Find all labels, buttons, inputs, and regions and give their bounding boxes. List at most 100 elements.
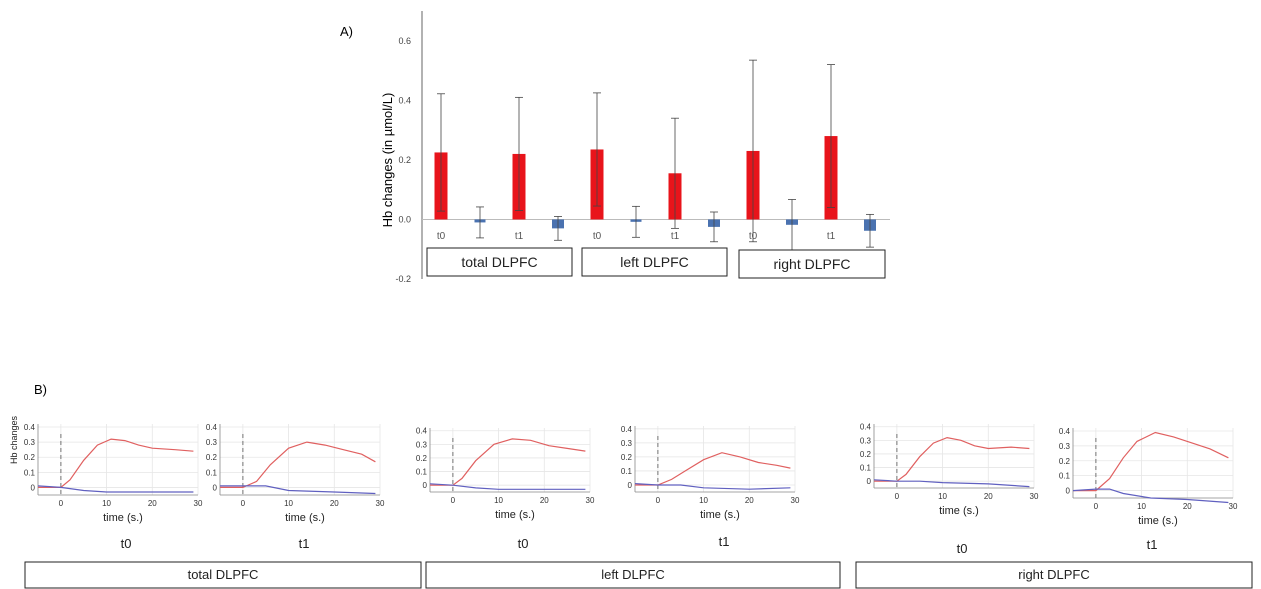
x-tick-label: 0 <box>656 496 661 505</box>
panel-b-y-axis-label: Hb changes <box>9 415 19 464</box>
x-tick-label: 20 <box>330 499 339 508</box>
x-tick-label: 0 <box>451 496 456 505</box>
y-tick-label: 0.4 <box>621 425 633 434</box>
panel-b-region-boxes: total DLPFC left DLPFC right DLPFC <box>24 561 1253 589</box>
x-tick-label: 0 <box>895 492 900 501</box>
y-tick-label: 0.2 <box>24 453 36 462</box>
condition-label: t1 <box>1147 537 1158 552</box>
y-tick-label: 0.4 <box>1059 427 1071 436</box>
y-tick-label: 0 <box>31 483 36 492</box>
panel-b-line-plots: 0.4 0.3 0.2 0.1 0 0 10 20 30 time (s.) t0 0.4 0.3 0.2… <box>9 415 1238 556</box>
hbo-line <box>430 438 586 486</box>
line-plot-total-dlpfc-t1: 0.4 0.3 0.2 0.1 0 0 10 20 30 time (s.) t1 <box>206 423 385 551</box>
x-tick-label: 10 <box>494 496 503 505</box>
region-box <box>425 561 841 589</box>
x-tick-label: 0 <box>241 499 246 508</box>
x-tick-label: 0 <box>1094 502 1099 511</box>
y-tick-label: 0.1 <box>206 468 218 477</box>
hbo-line <box>1073 431 1229 492</box>
x-tick-label: 20 <box>745 496 754 505</box>
bar-category-label: t0 <box>749 231 758 242</box>
y-tick-label: 0.1 <box>621 467 633 476</box>
bar-category-label: t1 <box>827 231 836 242</box>
x-axis-label: time (s.) <box>285 512 325 524</box>
hbo-line <box>635 452 791 486</box>
bar-category-label: t1 <box>515 231 524 242</box>
panel-a-axes: 0.6 0.4 0.2 0.0 -0.2 <box>395 11 890 284</box>
x-tick-label: 30 <box>586 496 595 505</box>
region-box-label: total DLPFC <box>188 567 259 582</box>
bar-category-label: t0 <box>593 231 602 242</box>
hbo-line <box>220 441 376 488</box>
panel-a-y-axis-label: Hb changes (in µmol/L) <box>380 93 395 228</box>
y-tick-label: 0.1 <box>24 468 36 477</box>
y-tick-label: 0.3 <box>860 436 872 445</box>
panel-a-y-tick-label: 0.4 <box>398 95 411 105</box>
region-box <box>855 561 1253 589</box>
y-tick-label: 0 <box>1066 487 1071 496</box>
x-tick-label: 10 <box>938 492 947 501</box>
y-tick-label: 0.2 <box>206 453 218 462</box>
y-tick-label: 0 <box>867 477 872 486</box>
condition-label: t0 <box>957 541 968 556</box>
x-tick-label: 20 <box>148 499 157 508</box>
group-box-label: left DLPFC <box>620 254 688 270</box>
region-box-label: left DLPFC <box>601 567 665 582</box>
line-plot-right-dlpfc-t1: 0.4 0.3 0.2 0.1 0 0 10 20 30 time (s.) t1 <box>1059 427 1238 552</box>
condition-label: t0 <box>121 536 132 551</box>
y-tick-label: 0 <box>628 481 633 490</box>
condition-label: t1 <box>299 536 310 551</box>
x-tick-label: 0 <box>59 499 64 508</box>
bar-category-label: t0 <box>437 231 446 242</box>
y-tick-label: 0.1 <box>1059 472 1071 481</box>
group-box <box>738 249 886 279</box>
hbo-line <box>38 438 194 488</box>
hbr-line <box>429 483 586 490</box>
x-tick-label: 10 <box>1137 502 1146 511</box>
hbr-line <box>1072 488 1229 504</box>
y-tick-label: 0.3 <box>206 438 218 447</box>
y-tick-label: 0.1 <box>416 468 428 477</box>
x-axis-label: time (s.) <box>939 505 979 517</box>
panel-a-label: A) <box>340 24 353 39</box>
group-box-label: right DLPFC <box>773 256 850 272</box>
hbr-line <box>873 479 1030 488</box>
y-tick-label: 0.2 <box>860 450 872 459</box>
x-tick-label: 30 <box>1030 492 1039 501</box>
hbo-line <box>874 436 1030 482</box>
condition-label: t1 <box>719 534 730 549</box>
x-axis-label: time (s.) <box>495 509 535 521</box>
panel-a-y-tick-label: 0.0 <box>398 214 411 224</box>
y-tick-label: 0.2 <box>416 454 428 463</box>
line-plot-left-dlpfc-t1: 0.4 0.3 0.2 0.1 0 0 10 20 30 time (s.) t1 <box>621 425 800 549</box>
panel-b-label: B) <box>34 382 47 397</box>
hbr-line <box>220 485 376 495</box>
condition-label: t0 <box>518 536 529 551</box>
hbr-line <box>634 483 791 490</box>
x-tick-label: 10 <box>699 496 708 505</box>
y-tick-label: 0.2 <box>621 453 633 462</box>
x-tick-label: 30 <box>791 496 800 505</box>
x-tick-label: 10 <box>102 499 111 508</box>
bar-category-label: t1 <box>671 231 680 242</box>
x-tick-label: 30 <box>1229 502 1238 511</box>
x-axis-label: time (s.) <box>700 509 740 521</box>
group-box <box>426 247 573 277</box>
y-tick-label: 0.3 <box>24 438 36 447</box>
y-tick-label: 0.1 <box>860 464 872 473</box>
region-box-label: right DLPFC <box>1018 567 1090 582</box>
y-tick-label: 0.3 <box>416 440 428 449</box>
x-tick-label: 30 <box>194 499 203 508</box>
x-tick-label: 20 <box>1183 502 1192 511</box>
y-tick-label: 0 <box>423 481 428 490</box>
panel-a-y-tick-label: 0.6 <box>398 36 411 46</box>
hbr-line <box>37 485 194 493</box>
y-tick-label: 0.3 <box>621 439 633 448</box>
y-tick-label: 0 <box>213 483 218 492</box>
group-box <box>581 247 728 277</box>
x-axis-label: time (s.) <box>103 512 143 524</box>
x-tick-label: 20 <box>984 492 993 501</box>
y-tick-label: 0.4 <box>24 423 36 432</box>
x-tick-label: 10 <box>284 499 293 508</box>
panel-a-bars: t0 t1 t0 t1 t0 t1 <box>434 59 876 251</box>
